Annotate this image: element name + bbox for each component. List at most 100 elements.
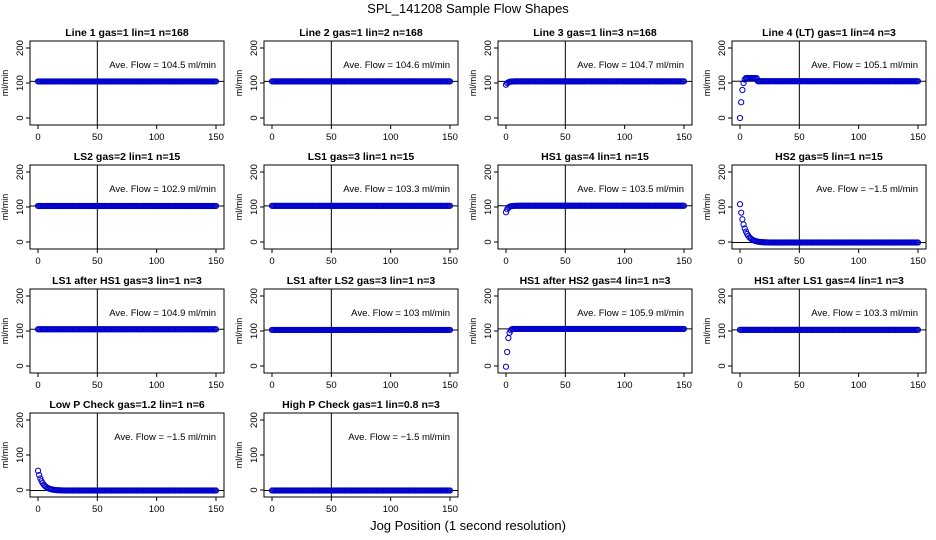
plot-frame bbox=[263, 412, 459, 498]
chart-panel: Line 2 gas=1 lin=2 n=168 ml/min 0 100 200 0 50… bbox=[234, 27, 459, 143]
y-tick-label: 0 bbox=[483, 239, 494, 244]
x-tick-label: 50 bbox=[326, 132, 337, 143]
x-tick-label: 50 bbox=[326, 256, 337, 267]
chart-panel: LS1 after HS1 gas=3 lin=1 n=3 ml/min 0 100 2… bbox=[0, 275, 225, 391]
y-tick-label: 200 bbox=[249, 40, 260, 56]
data-point bbox=[212, 487, 220, 494]
panel-title: LS2 gas=2 lin=1 n=15 bbox=[74, 151, 181, 163]
data-point bbox=[505, 334, 512, 342]
y-tick-label: 100 bbox=[15, 75, 26, 91]
x-tick-label: 100 bbox=[383, 132, 399, 143]
y-tick-label: 200 bbox=[15, 164, 26, 180]
y-tick-label: 0 bbox=[15, 363, 26, 368]
average-flow-annotation: Ave. Flow = −1.5 ml/min bbox=[816, 184, 918, 195]
chart-panel: Line 3 gas=1 lin=3 n=168 ml/min 0 100 200 0 50… bbox=[468, 27, 693, 143]
panel-title: Line 3 gas=1 lin=3 n=168 bbox=[533, 27, 657, 39]
x-tick-label: 100 bbox=[149, 132, 165, 143]
average-flow-annotation: Ave. Flow = 103.3 ml/min bbox=[811, 308, 918, 319]
y-tick-label: 200 bbox=[717, 164, 728, 180]
panel-title: Line 1 gas=1 lin=1 n=168 bbox=[65, 27, 189, 39]
chart-panel: Low P Check gas=1.2 lin=1 n=6 ml/min 0 100 2… bbox=[0, 399, 225, 515]
x-tick-label: 50 bbox=[560, 380, 571, 391]
x-tick-label: 150 bbox=[910, 380, 926, 391]
y-tick-label: 200 bbox=[717, 288, 728, 304]
series-points bbox=[736, 326, 922, 333]
panel-title: LS1 after HS1 gas=3 lin=1 n=3 bbox=[52, 275, 202, 287]
series-points bbox=[268, 78, 454, 85]
y-tick-label: 100 bbox=[717, 323, 728, 339]
y-axis-label: ml/min bbox=[234, 70, 244, 97]
average-flow-annotation: Ave. Flow = 104.5 ml/min bbox=[109, 60, 216, 71]
chart-panel: High P Check gas=1 lin=0.8 n=3 ml/min 0 100… bbox=[234, 399, 459, 515]
series-points bbox=[268, 326, 454, 334]
data-point bbox=[680, 325, 688, 333]
x-tick-label: 150 bbox=[442, 504, 458, 515]
y-axis-label: ml/min bbox=[0, 442, 10, 469]
x-tick-label: 150 bbox=[208, 256, 224, 267]
average-flow-annotation: Ave. Flow = 105.9 ml/min bbox=[577, 308, 684, 319]
y-tick-label: 0 bbox=[717, 115, 728, 120]
data-point bbox=[212, 78, 220, 85]
data-point bbox=[738, 99, 745, 106]
y-axis-label: ml/min bbox=[0, 194, 10, 221]
data-point bbox=[34, 467, 42, 474]
y-tick-label: 200 bbox=[483, 40, 494, 56]
average-flow-annotation: Ave. Flow = 103.5 ml/min bbox=[577, 184, 684, 195]
chart-panel: LS1 gas=3 lin=1 n=15 ml/min 0 100 200 0 50 100 1… bbox=[234, 151, 459, 267]
data-point bbox=[680, 202, 688, 209]
average-flow-annotation: Ave. Flow = −1.5 ml/min bbox=[348, 432, 450, 443]
y-tick-label: 0 bbox=[483, 115, 494, 120]
y-tick-label: 100 bbox=[483, 75, 494, 91]
x-tick-label: 0 bbox=[737, 380, 742, 391]
y-axis-label: ml/min bbox=[702, 194, 712, 221]
series-points bbox=[502, 78, 688, 88]
x-tick-label: 50 bbox=[92, 256, 103, 267]
x-tick-label: 100 bbox=[617, 132, 633, 143]
x-tick-label: 150 bbox=[676, 380, 692, 391]
series-points bbox=[736, 74, 922, 122]
data-point bbox=[914, 326, 922, 333]
data-point bbox=[680, 78, 688, 85]
y-tick-label: 0 bbox=[249, 487, 260, 492]
data-point bbox=[502, 363, 510, 370]
y-tick-label: 200 bbox=[15, 412, 26, 428]
y-tick-label: 0 bbox=[15, 115, 26, 120]
x-tick-label: 100 bbox=[149, 380, 165, 391]
x-tick-label: 0 bbox=[35, 132, 40, 143]
x-tick-label: 150 bbox=[910, 132, 926, 143]
x-tick-label: 50 bbox=[92, 504, 103, 515]
average-flow-annotation: Ave. Flow = 102.9 ml/min bbox=[109, 184, 216, 195]
x-tick-label: 0 bbox=[35, 380, 40, 391]
x-tick-label: 100 bbox=[383, 380, 399, 391]
x-tick-label: 100 bbox=[617, 380, 633, 391]
x-tick-label: 50 bbox=[326, 504, 337, 515]
x-tick-label: 150 bbox=[208, 132, 224, 143]
x-tick-label: 0 bbox=[269, 132, 274, 143]
y-tick-label: 200 bbox=[717, 40, 728, 56]
x-tick-label: 100 bbox=[383, 256, 399, 267]
y-tick-label: 100 bbox=[15, 323, 26, 339]
x-tick-label: 50 bbox=[794, 380, 805, 391]
data-point bbox=[736, 201, 744, 208]
x-tick-label: 0 bbox=[269, 256, 274, 267]
y-axis-label: ml/min bbox=[702, 318, 712, 345]
y-tick-label: 100 bbox=[483, 199, 494, 215]
data-point bbox=[914, 239, 922, 246]
x-tick-label: 150 bbox=[676, 132, 692, 143]
series-points bbox=[502, 202, 688, 216]
y-tick-label: 100 bbox=[717, 199, 728, 215]
y-tick-label: 100 bbox=[249, 447, 260, 463]
x-tick-label: 100 bbox=[149, 256, 165, 267]
average-flow-annotation: Ave. Flow = 103.3 ml/min bbox=[343, 184, 450, 195]
x-tick-label: 50 bbox=[794, 132, 805, 143]
chart-panel: Line 4 (LT) gas=1 lin=4 n=3 ml/min 0 100 200… bbox=[702, 27, 927, 143]
y-tick-label: 0 bbox=[249, 115, 260, 120]
data-point bbox=[736, 114, 744, 122]
y-axis-label: ml/min bbox=[468, 194, 478, 221]
data-point bbox=[738, 209, 745, 216]
panel-title: HS1 after LS1 gas=4 lin=1 n=3 bbox=[754, 275, 904, 287]
y-tick-label: 200 bbox=[15, 288, 26, 304]
x-tick-label: 50 bbox=[92, 380, 103, 391]
x-tick-label: 100 bbox=[851, 256, 867, 267]
